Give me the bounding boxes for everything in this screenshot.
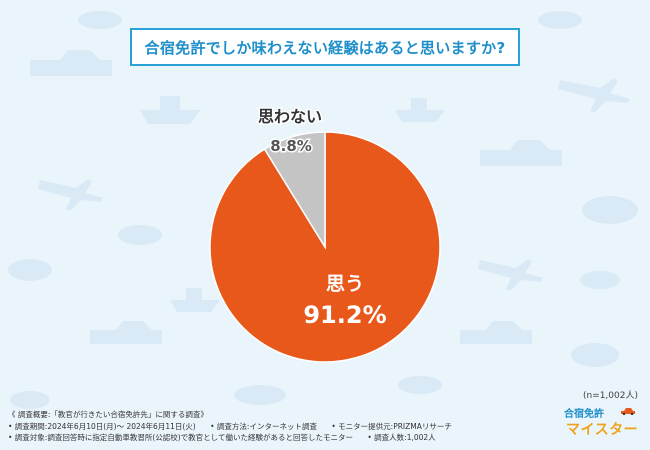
footer-row-2: • 調査期間:2024年6月10日(月)〜 2024年6月11日(火) • 調査… xyxy=(8,421,464,433)
logo-line-2: マイスター xyxy=(566,422,639,438)
sample-size-label: (n=1,002人) xyxy=(582,391,638,401)
title-box: 合宿免許でしか味わえない経験はあると思いますか? xyxy=(130,28,520,66)
footer-method: • 調査方法:インターネット調査 xyxy=(210,421,317,431)
boat-icon xyxy=(395,98,445,122)
logo-line-1: 合宿免許 xyxy=(564,409,604,420)
car-icon xyxy=(480,140,562,166)
boat-icon xyxy=(140,96,200,124)
slice-1-category-label: 思う xyxy=(326,273,364,295)
slice-2-category-label: 思わない xyxy=(258,107,322,126)
boat-icon xyxy=(170,288,220,312)
footer-target: • 調査対象:調査回答時に指定自動車教習所(公認校)で教官として働いた経験がある… xyxy=(8,433,353,442)
plane-icon xyxy=(478,259,543,291)
pie-slice-1 xyxy=(209,131,441,363)
brand-logo: 合宿免許 マイスター xyxy=(562,405,640,443)
footer-row-3: • 調査対象:調査回答時に指定自動車教習所(公認校)で教官として働いた経験がある… xyxy=(8,432,464,444)
slice-1-value-label: 91.2% xyxy=(303,301,386,329)
car-icon xyxy=(90,321,162,344)
footer-period: • 調査期間:2024年6月10日(月)〜 2024年6月11日(火) xyxy=(8,421,196,431)
chart-title: 合宿免許でしか味わえない経験はあると思いますか? xyxy=(144,38,506,57)
car-icon xyxy=(460,321,532,344)
footer-count: • 調査人数:1,002人 xyxy=(367,433,436,442)
car-icon xyxy=(30,50,112,76)
survey-footer: 《 調査概要:「教官が行きたい合宿免許先」に関する調査》 • 調査期間:2024… xyxy=(8,409,464,444)
footer-overview: 《 調査概要:「教官が行きたい合宿免許先」に関する調査》 xyxy=(8,410,208,419)
footer-provider: • モニター提供元:PRIZMAリサーチ xyxy=(331,421,452,431)
car-logo-icon xyxy=(621,408,635,415)
pie-slice-2 xyxy=(263,131,326,250)
plane-icon xyxy=(38,179,103,211)
slice-2-value-label: 8.8% xyxy=(270,137,312,155)
plane-icon xyxy=(558,78,630,113)
